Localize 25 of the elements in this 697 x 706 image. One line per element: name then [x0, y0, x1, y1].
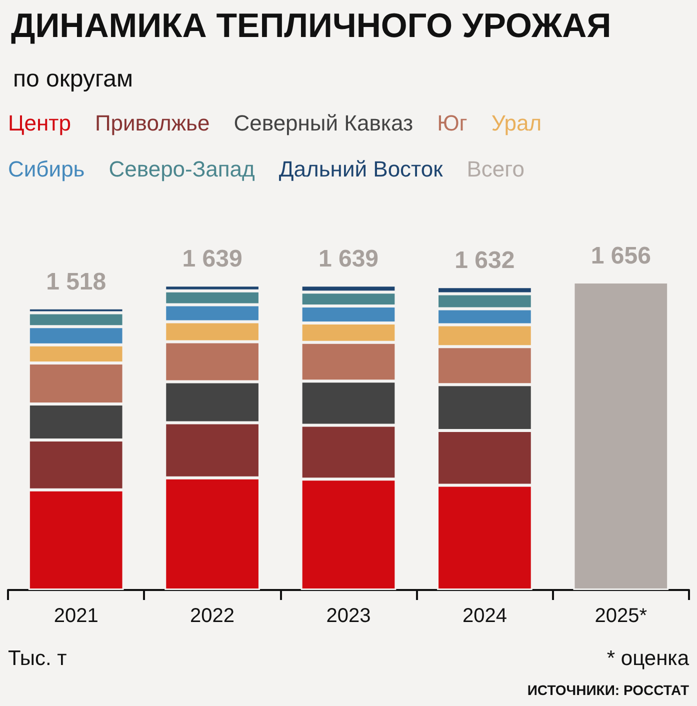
text: Всего [466, 156, 524, 182]
annotation: 1 639 [182, 246, 242, 273]
text: Юг [437, 110, 468, 136]
annotation: 1 656 [590, 242, 651, 270]
text: Северо-Запад [108, 156, 256, 182]
text: Приволжье [94, 110, 210, 136]
annotation: 1 632 [454, 247, 515, 274]
chart-title: ДИНАМИКА ТЕПЛИЧНОГО УРОЖАЯ [11, 7, 612, 45]
x-tick-label: 2021 [54, 605, 98, 627]
x-tick-label: 2022 [190, 605, 235, 627]
text: Тыс. т [8, 647, 68, 670]
text: * оценка [606, 647, 690, 670]
chart-subtitle: по округам [13, 66, 134, 92]
text: Центр [8, 110, 71, 136]
annotation: 1 639 [318, 246, 379, 273]
text: Северный Кавказ [234, 110, 414, 136]
annotation: 1 518 [46, 268, 106, 296]
text: Дальний Восток [278, 156, 444, 182]
x-tick-label: 2023 [326, 605, 371, 627]
bar [573, 282, 669, 590]
text: Урал [491, 110, 542, 136]
x-tick-label: 2025* [594, 605, 648, 627]
x-tick-label: 2024 [462, 605, 507, 627]
text: ИСТОЧНИКИ: РОССТАТ [527, 682, 690, 698]
text: Сибирь [8, 156, 85, 182]
